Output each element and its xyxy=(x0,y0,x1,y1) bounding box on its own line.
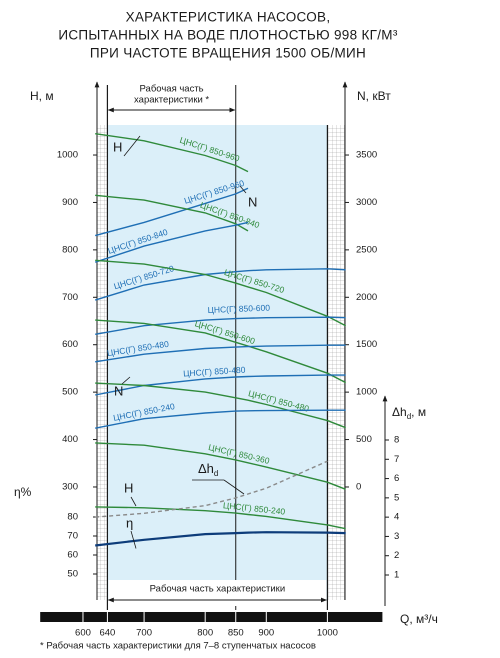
y2-tick-label: 1500 xyxy=(356,339,377,350)
y-tick-label: 800 xyxy=(62,244,78,255)
label-sub: d xyxy=(214,469,218,478)
y2-tick-label: 0 xyxy=(356,481,361,492)
y2-tick-label: 3000 xyxy=(356,197,377,208)
y-tick-label: 300 xyxy=(62,481,78,492)
y-tick-label: 600 xyxy=(62,339,78,350)
leader xyxy=(130,530,137,549)
y2-tick-label: 1000 xyxy=(356,387,377,398)
y2-tick-label: 2500 xyxy=(356,244,377,255)
curve xyxy=(95,187,249,237)
label-main: Δh xyxy=(392,405,407,419)
label-main: Δh xyxy=(198,461,214,476)
leader xyxy=(239,185,247,194)
label-sub: d xyxy=(407,412,411,421)
y2-tick-label: 2000 xyxy=(356,292,377,303)
series-label: ЦНС(Г) 850-600 xyxy=(207,303,270,315)
y4-tick-label: 6 xyxy=(394,473,399,484)
y2-tick-label: 500 xyxy=(356,434,372,445)
y4-tick-label: 7 xyxy=(394,454,399,465)
x-axis-label: Q, м³/ч xyxy=(400,612,438,626)
leader xyxy=(121,376,131,385)
y-tick-label: 900 xyxy=(62,197,78,208)
y4-tick-label: 5 xyxy=(394,492,399,503)
y2-tick-label: 3500 xyxy=(356,150,377,161)
y4-tick-label: 2 xyxy=(394,550,399,561)
hatch-right xyxy=(327,125,345,600)
annotation: H xyxy=(124,480,133,495)
annotation: N xyxy=(114,383,123,398)
y-tick-label: 1000 xyxy=(57,150,78,161)
y4-axis-label: Δhd, м xyxy=(392,405,426,421)
curve xyxy=(95,382,346,429)
y3-axis-label: η% xyxy=(14,485,32,499)
series-label: η xyxy=(126,515,133,530)
curve xyxy=(95,531,346,547)
curve xyxy=(95,374,346,396)
curve xyxy=(95,460,328,518)
y3-tick-label: 70 xyxy=(67,531,78,542)
curve xyxy=(95,506,346,530)
chart-title: ПРИ ЧАСТОТЕ ВРАЩЕНИЯ 1500 ОБ/МИН xyxy=(90,46,366,61)
leader xyxy=(223,479,245,495)
y-axis-label: H, м xyxy=(30,89,54,103)
range-label: Рабочая часть характеристики xyxy=(150,584,286,595)
footnote: * Рабочая часть характеристики для 7–8 с… xyxy=(40,641,316,652)
range-label: Рабочая часть xyxy=(140,84,204,95)
curve xyxy=(94,268,346,301)
range-label: характеристики * xyxy=(134,95,209,106)
leader xyxy=(130,496,137,507)
annotation: H xyxy=(113,139,122,154)
curve xyxy=(95,409,346,429)
x-tick-label: 640 xyxy=(99,628,115,639)
y3-tick-label: 50 xyxy=(67,569,78,580)
series-label: Δhd xyxy=(198,461,218,478)
x-tick-label: 900 xyxy=(258,628,274,639)
y4-tick-label: 4 xyxy=(394,512,399,523)
curve xyxy=(95,319,347,384)
x-tick-label: 800 xyxy=(197,628,213,639)
x-tick-label: 1000 xyxy=(317,628,338,639)
x-tick-label: 850 xyxy=(228,628,244,639)
chart-title: ХАРАКТЕРИСТИКА НАСОСОВ, xyxy=(126,10,331,25)
x-axis-bar xyxy=(40,612,383,622)
working-area xyxy=(107,125,328,600)
y-tick-label: 700 xyxy=(62,292,78,303)
y3-tick-label: 60 xyxy=(67,550,78,561)
curve xyxy=(94,221,249,263)
curve xyxy=(95,259,347,327)
curve xyxy=(95,133,249,173)
y3-tick-label: 80 xyxy=(67,512,78,523)
chart-title: ИСПЫТАННЫХ НА ВОДЕ ПЛОТНОСТЬЮ 998 КГ/М³ xyxy=(58,28,397,43)
annotation: N xyxy=(248,194,257,209)
curve xyxy=(95,442,346,490)
y-tick-label: 400 xyxy=(62,434,78,445)
y2-axis-label: N, кВт xyxy=(357,89,391,103)
y-tick-label: 500 xyxy=(62,387,78,398)
x-tick-label: 600 xyxy=(75,628,91,639)
label-unit: , м xyxy=(411,405,426,419)
series-label: ЦНС(Г) 850-480 xyxy=(183,365,246,379)
curve xyxy=(95,194,249,232)
y4-tick-label: 1 xyxy=(394,570,399,581)
curve xyxy=(95,344,346,363)
background-layer xyxy=(97,85,345,610)
hatch-left xyxy=(97,125,108,600)
y4-tick-label: 8 xyxy=(394,435,399,446)
y4-tick-label: 3 xyxy=(394,531,399,542)
leader xyxy=(123,135,141,157)
x-tick-label: 700 xyxy=(136,628,152,639)
